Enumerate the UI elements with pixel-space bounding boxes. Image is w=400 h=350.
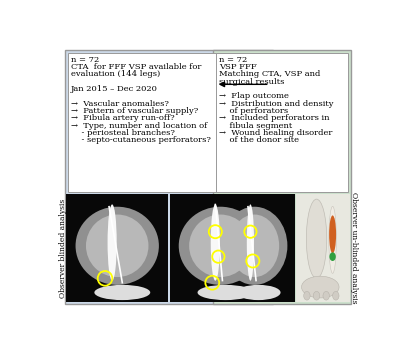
Ellipse shape — [323, 292, 329, 300]
Text: surgical results: surgical results — [219, 78, 284, 86]
Text: →  Included perforators in: → Included perforators in — [219, 114, 329, 122]
Text: Matching CTA, VSP and: Matching CTA, VSP and — [219, 70, 320, 78]
Ellipse shape — [313, 292, 320, 300]
Text: →  Pattern of vascular supply?: → Pattern of vascular supply? — [71, 107, 198, 115]
Text: of perforators: of perforators — [219, 107, 288, 115]
Ellipse shape — [329, 252, 336, 261]
Text: →  Flap outcome: → Flap outcome — [219, 92, 289, 100]
Ellipse shape — [222, 207, 287, 285]
Ellipse shape — [329, 215, 336, 253]
Text: VSP FFF: VSP FFF — [219, 63, 257, 71]
Ellipse shape — [247, 204, 254, 281]
Bar — [68, 53, 270, 192]
Ellipse shape — [230, 215, 279, 277]
Ellipse shape — [306, 199, 327, 278]
Bar — [170, 194, 271, 302]
Text: of the donor site: of the donor site — [219, 136, 299, 144]
Bar — [214, 194, 295, 302]
Text: Jan 2015 – Dec 2020: Jan 2015 – Dec 2020 — [71, 85, 158, 93]
Text: evaluation (144 legs): evaluation (144 legs) — [71, 70, 160, 78]
Text: n = 72: n = 72 — [219, 56, 247, 64]
Text: n = 72: n = 72 — [71, 56, 99, 64]
Text: →  Type, number and location of: → Type, number and location of — [71, 122, 207, 130]
Text: Observer blinded analysis: Observer blinded analysis — [58, 198, 66, 298]
Ellipse shape — [94, 285, 150, 300]
Text: fibula segment: fibula segment — [219, 122, 292, 130]
Bar — [65, 50, 273, 304]
Bar — [296, 194, 350, 302]
Ellipse shape — [198, 285, 254, 300]
Text: CTA  for FFF VSP available for: CTA for FFF VSP available for — [71, 63, 201, 71]
Text: →  Fibula artery run-off?: → Fibula artery run-off? — [71, 114, 175, 122]
Ellipse shape — [304, 292, 310, 300]
Text: →  Distribution and density: → Distribution and density — [219, 100, 333, 108]
Bar — [213, 50, 351, 304]
Bar — [66, 194, 168, 302]
Ellipse shape — [86, 215, 148, 277]
Text: Observer un-blinded analysis: Observer un-blinded analysis — [350, 192, 358, 304]
Ellipse shape — [179, 207, 262, 285]
Text: - periosteal branches?: - periosteal branches? — [71, 129, 175, 137]
Ellipse shape — [329, 206, 336, 273]
Ellipse shape — [189, 215, 252, 277]
Ellipse shape — [236, 285, 280, 300]
Text: →  Wound healing disorder: → Wound healing disorder — [219, 129, 332, 137]
Ellipse shape — [302, 276, 339, 298]
Ellipse shape — [76, 207, 159, 285]
Text: →  Vascular anomalies?: → Vascular anomalies? — [71, 100, 169, 108]
Bar — [216, 53, 348, 192]
Ellipse shape — [108, 204, 117, 281]
Text: - septo-cutaneous perforators?: - septo-cutaneous perforators? — [71, 136, 211, 144]
Ellipse shape — [211, 204, 220, 281]
Ellipse shape — [333, 292, 339, 300]
